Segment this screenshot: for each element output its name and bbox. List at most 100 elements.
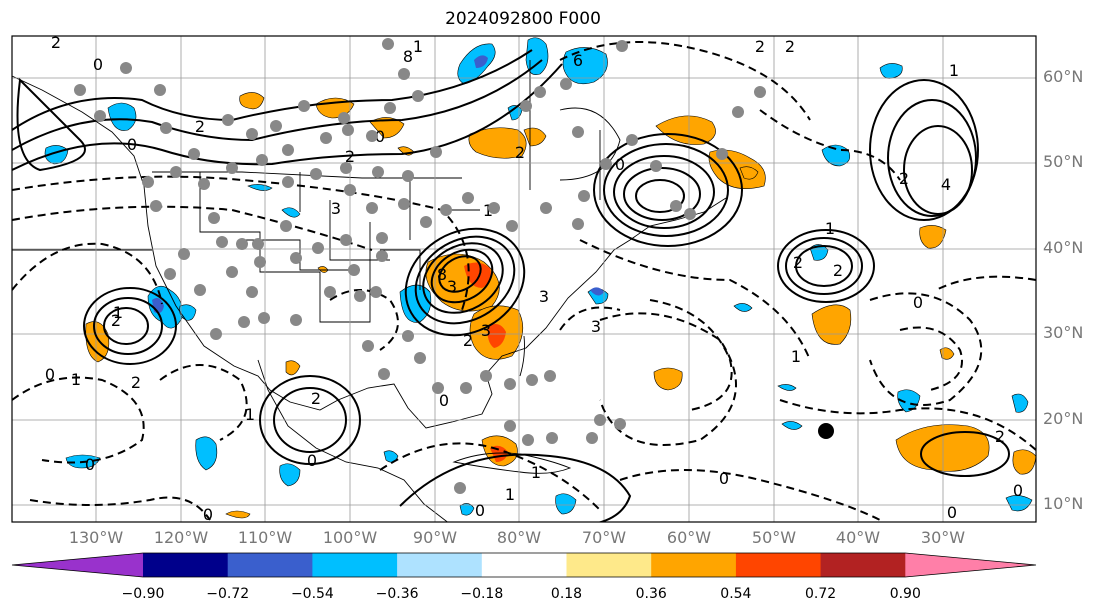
- station-dot: [74, 84, 86, 96]
- station-dot: [216, 236, 228, 248]
- contour-label: 4: [941, 175, 951, 194]
- colorbar-extend-low: [12, 553, 143, 577]
- station-dot: [372, 166, 384, 178]
- colorbar-tick-label: 0.54: [720, 586, 752, 602]
- station-dot: [376, 232, 388, 244]
- station-dots: [74, 38, 766, 494]
- station-dot: [488, 202, 500, 214]
- station-dot: [338, 112, 350, 124]
- colorbar-tick-label: 0.36: [635, 586, 667, 602]
- contour-label: 0: [439, 391, 449, 410]
- station-dot: [208, 212, 220, 224]
- coastlines: [12, 60, 727, 522]
- station-dot: [282, 176, 294, 188]
- positive-contours: [12, 49, 1010, 522]
- station-dot: [236, 238, 248, 250]
- station-dot: [366, 130, 378, 142]
- lon-label: 130°W: [68, 528, 124, 547]
- station-dot: [460, 382, 472, 394]
- station-dot: [402, 330, 414, 342]
- contour-label: 3: [591, 317, 601, 336]
- station-dot: [376, 250, 388, 262]
- colorbar-swatch: [735, 553, 822, 577]
- contour-label: 0: [719, 469, 729, 488]
- contour-label: 1: [531, 463, 541, 482]
- station-dot: [160, 122, 172, 134]
- station-dot: [270, 120, 282, 132]
- station-dot: [188, 148, 200, 160]
- station-dot: [412, 90, 424, 102]
- colorbar: [11, 552, 1037, 578]
- contour-label: 2: [345, 147, 355, 166]
- station-dot: [420, 216, 432, 228]
- contour-label: 0: [913, 293, 923, 312]
- contour-label: 1: [949, 61, 959, 80]
- strong-positive-fill: [464, 262, 508, 462]
- contour-label: 6: [573, 51, 583, 70]
- station-dot: [578, 190, 590, 202]
- station-dot: [370, 286, 382, 298]
- station-dot: [344, 184, 356, 196]
- lon-label: 60°W: [666, 528, 712, 547]
- station-dot: [600, 158, 612, 170]
- contour-label: 2: [785, 37, 795, 56]
- contour-label: 1: [123, 21, 133, 40]
- colorbar-swatch: [312, 553, 398, 577]
- station-dot: [290, 314, 302, 326]
- contour-label: 1: [245, 405, 255, 424]
- station-dot: [226, 162, 238, 174]
- contour-label: 0: [127, 135, 137, 154]
- station-dot: [572, 218, 584, 230]
- station-dot: [252, 238, 264, 250]
- station-dot: [384, 102, 396, 114]
- colorbar-swatch: [566, 553, 652, 577]
- colorbar-tick-label: −0.18: [460, 586, 504, 602]
- station-dot: [142, 176, 154, 188]
- contour-label: 1: [825, 219, 835, 238]
- contour-label: 2: [195, 117, 205, 136]
- station-dot: [398, 198, 410, 210]
- contour-label: 2: [755, 37, 765, 56]
- contour-label: 2: [51, 33, 61, 52]
- contour-label: 0: [307, 451, 317, 470]
- colorbar-outline: [11, 552, 1037, 578]
- station-dot: [256, 154, 268, 166]
- lat-label: 10°N: [1043, 494, 1084, 513]
- station-dot: [210, 328, 222, 340]
- contour-label: 3: [331, 199, 341, 218]
- contour-label: 1: [71, 370, 81, 389]
- station-dot: [650, 160, 662, 172]
- contour-label: 1: [505, 485, 515, 504]
- contour-label: 2: [131, 373, 141, 392]
- positive-fill: [85, 92, 1036, 519]
- contour-label: 0: [203, 505, 213, 524]
- contour-label: 0: [93, 55, 103, 74]
- station-dot: [354, 290, 366, 302]
- station-dot: [454, 482, 466, 494]
- station-dot: [170, 166, 182, 178]
- station-dot: [258, 312, 270, 324]
- contour-label: 0: [615, 155, 625, 174]
- contour-label: 3: [539, 287, 549, 306]
- station-dot: [382, 38, 394, 50]
- contour-label: 2: [793, 253, 803, 272]
- station-dot: [670, 200, 682, 212]
- lon-label: 30°W: [920, 528, 966, 547]
- station-dot: [366, 202, 378, 214]
- station-dot: [504, 378, 516, 390]
- contour-label: 2: [515, 143, 525, 162]
- station-dot: [246, 286, 258, 298]
- station-dot: [626, 134, 638, 146]
- colorbar-swatch: [651, 553, 737, 577]
- colorbar-tick-label: −0.72: [206, 586, 250, 602]
- station-dot: [178, 248, 190, 260]
- station-dot: [378, 368, 390, 380]
- colorbar-tick-label: −0.36: [375, 586, 419, 602]
- station-dot: [716, 148, 728, 160]
- station-dot: [298, 100, 310, 112]
- station-dot: [282, 144, 294, 156]
- negative-contours: [12, 41, 1036, 521]
- station-dot: [340, 234, 352, 246]
- station-dot: [342, 124, 354, 136]
- station-dot: [280, 220, 292, 232]
